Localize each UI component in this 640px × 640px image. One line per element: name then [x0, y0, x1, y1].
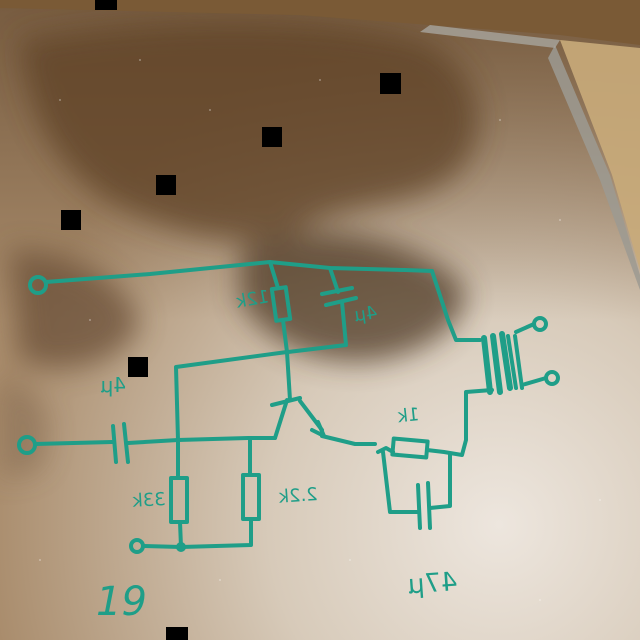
label-c-emitter: 47μ: [407, 567, 459, 600]
redaction-squares: [61, 0, 401, 640]
schematic-labels: 12k 4μ 4μ 33k 2.2k 1k 47μ 19: [96, 286, 458, 625]
label-page-number: 19: [96, 579, 147, 625]
label-c-top: 4μ: [353, 302, 379, 326]
label-r-left: 33k: [131, 489, 166, 512]
board-frame: [0, 0, 640, 290]
schematic-drawing: [17, 260, 560, 554]
board-specks: [39, 59, 601, 601]
label-r-emitter: 1k: [396, 404, 421, 427]
label-c-in: 4μ: [100, 373, 126, 397]
label-r-mid: 2.2k: [277, 484, 318, 508]
